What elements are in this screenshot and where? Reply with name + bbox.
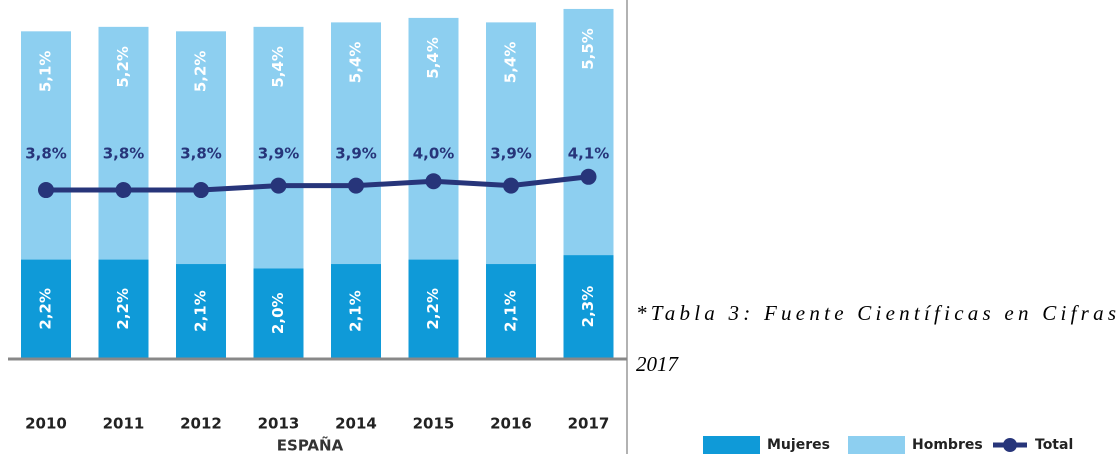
bar-segment xyxy=(21,259,71,358)
bar-segment xyxy=(331,264,381,358)
line-value-label: 3,8% xyxy=(25,145,67,163)
bar-segment xyxy=(98,259,149,358)
bar-segment xyxy=(408,17,459,260)
bar-value-label: 2,1% xyxy=(347,290,365,332)
bar-segment xyxy=(253,26,304,269)
bar-value-label: 2,1% xyxy=(502,290,520,332)
bar-value-label: 5,4% xyxy=(269,46,287,88)
bar-value-label: 2,3% xyxy=(579,286,597,328)
bar-value-label: 2,1% xyxy=(192,290,210,332)
x-tick-label: 2010 xyxy=(25,415,67,433)
bar-segment xyxy=(98,26,149,260)
line-value-label: 4,0% xyxy=(413,145,455,163)
x-tick-label: 2015 xyxy=(413,415,455,433)
line-value-label: 3,8% xyxy=(103,145,145,163)
bar-value-label: 5,4% xyxy=(424,37,442,79)
bar-segment xyxy=(563,255,614,358)
bar-value-label: 2,2% xyxy=(424,288,442,330)
bar-value-label: 2,2% xyxy=(114,288,132,330)
x-tick-label: 2011 xyxy=(103,415,145,433)
line-value-label: 3,9% xyxy=(335,145,377,163)
total-point xyxy=(425,173,442,190)
bar-value-label: 2,0% xyxy=(269,292,287,334)
line-value-label: 3,8% xyxy=(180,145,222,163)
bar-segment xyxy=(331,22,381,265)
total-point xyxy=(503,177,519,194)
legend-label: Hombres xyxy=(912,437,983,453)
total-point xyxy=(580,168,597,185)
line-value-label: 3,9% xyxy=(258,145,300,163)
line-value-label: 4,1% xyxy=(568,145,610,163)
total-point xyxy=(348,177,364,194)
x-tick-label: 2017 xyxy=(568,415,610,433)
legend-swatch xyxy=(848,436,905,454)
legend-dot xyxy=(1003,438,1017,452)
total-point xyxy=(193,182,209,199)
bar-value-label: 5,2% xyxy=(114,46,132,88)
x-tick-label: 2013 xyxy=(258,415,300,433)
x-axis-label: ESPAÑA xyxy=(277,436,344,454)
bar-segment xyxy=(486,264,536,358)
bar-segment xyxy=(176,264,226,358)
total-point xyxy=(38,182,54,199)
bar-segment xyxy=(176,31,226,265)
total-point xyxy=(115,182,132,199)
bar-value-label: 5,5% xyxy=(579,28,597,70)
bar-segment xyxy=(21,31,71,260)
x-tick-label: 2016 xyxy=(490,415,532,433)
legend-label: Total xyxy=(1035,437,1073,453)
x-tick-label: 2012 xyxy=(180,415,222,433)
bar-segment xyxy=(486,22,536,265)
caption: *Tabla 3: Fuente Científicas en Cifras xyxy=(636,301,1116,325)
bar-segment xyxy=(408,259,459,358)
bar-value-label: 2,2% xyxy=(37,288,55,330)
legend-label: Mujeres xyxy=(767,437,830,453)
bar-value-label: 5,2% xyxy=(192,51,210,93)
bar-segment xyxy=(563,8,614,256)
bar-value-label: 5,4% xyxy=(502,42,520,84)
bar-value-label: 5,4% xyxy=(347,42,365,84)
x-tick-label: 2014 xyxy=(335,415,377,433)
total-line xyxy=(46,174,589,193)
bar-value-label: 5,1% xyxy=(37,51,55,93)
bar-segment xyxy=(253,268,304,358)
total-point xyxy=(270,177,287,194)
caption: 2017 xyxy=(636,352,680,376)
line-value-label: 3,9% xyxy=(490,145,532,163)
legend-swatch xyxy=(703,436,760,454)
